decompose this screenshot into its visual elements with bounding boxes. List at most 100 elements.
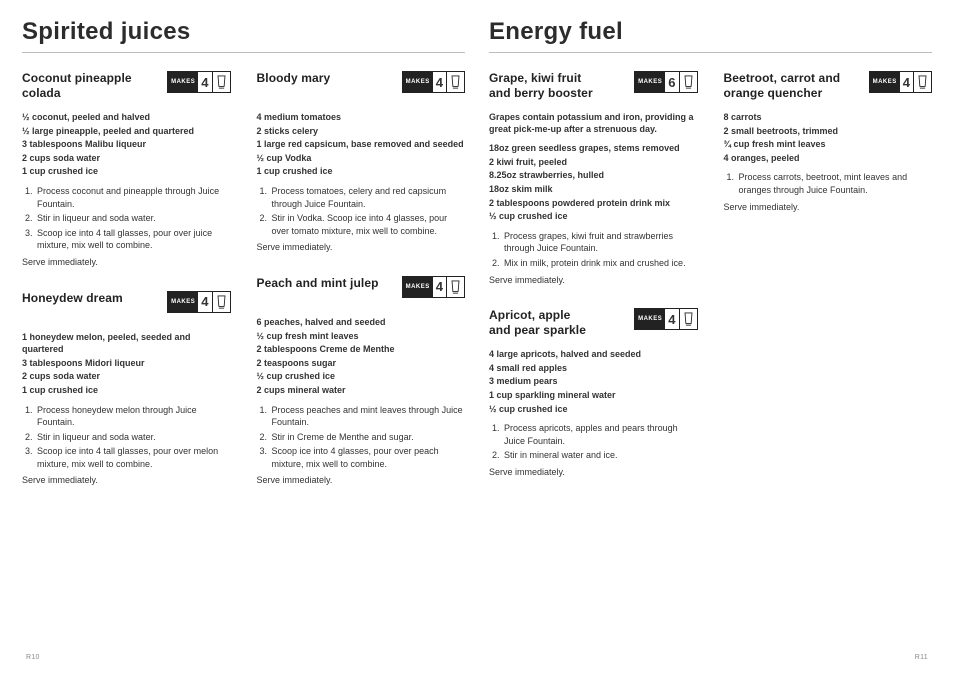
ingredient: 3 tablespoons Midori liqueur	[22, 357, 231, 370]
column: Bloody maryMAKES44 medium tomatoes2 stic…	[257, 71, 466, 509]
ingredient: ½ cup Vodka	[257, 152, 466, 165]
makes-badge: MAKES4	[167, 71, 230, 93]
step: Stir in Creme de Menthe and sugar.	[270, 431, 466, 444]
recipe-name: Peach and mint julep	[257, 276, 379, 291]
glass-icon-wrap	[913, 72, 931, 92]
step: Stir in mineral water and ice.	[502, 449, 698, 462]
right-page: Energy fuel Grape, kiwi fruitand berry b…	[489, 18, 932, 509]
ingredient: 2 small beetroots, trimmed	[724, 125, 933, 138]
ingredient: 2 tablespoons powdered protein drink mix	[489, 197, 698, 210]
makes-count: 4	[900, 72, 913, 92]
step: Process honeydew melon through Juice Fou…	[35, 404, 231, 429]
step-list: Process carrots, beetroot, mint leaves a…	[724, 171, 933, 196]
step: Mix in milk, protein drink mix and crush…	[502, 257, 698, 270]
step: Scoop ice into 4 glasses, pour over peac…	[270, 445, 466, 470]
ingredient-list: 8 carrots2 small beetroots, trimmed¾ cup…	[724, 111, 933, 164]
makes-badge: MAKES4	[402, 71, 465, 93]
serve-note: Serve immediately.	[257, 474, 466, 487]
serve-note: Serve immediately.	[724, 201, 933, 214]
glass-icon-wrap	[212, 292, 230, 312]
recipe-name: Beetroot, carrot andorange quencher	[724, 71, 841, 101]
recipe-name: Coconut pineapple colada	[22, 71, 167, 101]
recipe-name: Honeydew dream	[22, 291, 123, 306]
makes-badge: MAKES4	[869, 71, 932, 93]
ingredient-list: 4 large apricots, halved and seeded4 sma…	[489, 348, 698, 415]
ingredient: 8.25oz strawberries, hulled	[489, 169, 698, 182]
recipe-header: Peach and mint julep MAKES4	[257, 276, 466, 306]
step: Scoop ice into 4 tall glasses, pour over…	[35, 445, 231, 470]
recipe-header: Beetroot, carrot andorange quencher MAKES…	[724, 71, 933, 101]
recipe-header: Grape, kiwi fruitand berry boosterMAKES6	[489, 71, 698, 101]
ingredient-list: ½ coconut, peeled and halved½ large pine…	[22, 111, 231, 178]
ingredient: 1 honeydew melon, peeled, seeded and qua…	[22, 331, 231, 356]
serve-note: Serve immediately.	[22, 474, 231, 487]
serve-note: Serve immediately.	[257, 241, 466, 254]
ingredient: ½ cup crushed ice	[489, 210, 698, 223]
makes-badge: MAKES4	[634, 308, 697, 330]
divider	[489, 52, 932, 53]
glass-icon	[684, 312, 693, 326]
recipe-name: Grape, kiwi fruitand berry booster	[489, 71, 593, 101]
ingredient: 1 cup crushed ice	[257, 165, 466, 178]
ingredient: 4 medium tomatoes	[257, 111, 466, 124]
ingredient: 2 sticks celery	[257, 125, 466, 138]
step-list: Process tomatoes, celery and red capsicu…	[257, 185, 466, 237]
glass-icon-wrap	[679, 72, 697, 92]
makes-count: 4	[198, 72, 211, 92]
step-list: Process coconut and pineapple through Ju…	[22, 185, 231, 252]
recipe: Bloody mary MAKES4 4 medium tomatoes2 stic…	[257, 71, 466, 254]
section-title-left: Spirited juices	[22, 18, 465, 46]
recipe-header: Apricot, appleand pear sparkle MAKES4	[489, 308, 698, 338]
glass-icon	[451, 280, 460, 294]
makes-count: 4	[665, 309, 678, 329]
ingredient: 18oz skim milk	[489, 183, 698, 196]
makes-label: MAKES	[870, 72, 900, 92]
recipe: Peach and mint julepMAKES46 peaches, hal…	[257, 276, 466, 487]
makes-label: MAKES	[403, 277, 433, 297]
makes-count: 4	[433, 72, 446, 92]
ingredient: 3 tablespoons Malibu liqueur	[22, 138, 231, 151]
ingredient: 2 cups soda water	[22, 152, 231, 165]
makes-badge: MAKES4	[402, 276, 465, 298]
page-number-left: R10	[26, 654, 40, 661]
step: Stir in Vodka. Scoop ice into 4 glasses,…	[270, 212, 466, 237]
ingredient: 2 cups soda water	[22, 370, 231, 383]
step-list: Process peaches and mint leaves through …	[257, 404, 466, 471]
recipe-name: Apricot, appleand pear sparkle	[489, 308, 586, 338]
left-page: Spirited juices Coconut pineapple colada…	[22, 18, 465, 509]
ingredient-list: 4 medium tomatoes2 sticks celery1 large …	[257, 111, 466, 178]
ingredient: 4 oranges, peeled	[724, 152, 933, 165]
ingredient: ½ cup crushed ice	[489, 403, 698, 416]
ingredient: ½ cup fresh mint leaves	[257, 330, 466, 343]
columns-right: Grape, kiwi fruitand berry boosterMAKES6…	[489, 71, 932, 501]
glass-icon-wrap	[212, 72, 230, 92]
glass-icon-wrap	[679, 309, 697, 329]
ingredient: 2 kiwi fruit, peeled	[489, 156, 698, 169]
divider	[22, 52, 465, 53]
recipe: Coconut pineapple coladaMAKES4 ½ coconut,…	[22, 71, 231, 269]
glass-icon	[217, 295, 226, 309]
makes-label: MAKES	[635, 72, 665, 92]
ingredient: 1 large red capsicum, base removed and s…	[257, 138, 466, 151]
ingredient: 2 tablespoons Creme de Menthe	[257, 343, 466, 356]
recipe: Grape, kiwi fruitand berry boosterMAKES6…	[489, 71, 698, 286]
serve-note: Serve immediately.	[489, 274, 698, 287]
recipe: Beetroot, carrot andorange quencher MAKES…	[724, 71, 933, 213]
ingredient: ½ large pineapple, peeled and quartered	[22, 125, 231, 138]
makes-count: 4	[433, 277, 446, 297]
section-title-right: Energy fuel	[489, 18, 932, 46]
ingredient: 1 cup crushed ice	[22, 165, 231, 178]
makes-count: 4	[198, 292, 211, 312]
makes-label: MAKES	[403, 72, 433, 92]
step-list: Process grapes, kiwi fruit and strawberr…	[489, 230, 698, 270]
step: Process carrots, beetroot, mint leaves a…	[737, 171, 933, 196]
makes-label: MAKES	[635, 309, 665, 329]
step: Scoop ice into 4 tall glasses, pour over…	[35, 227, 231, 252]
makes-label: MAKES	[168, 292, 198, 312]
step: Process peaches and mint leaves through …	[270, 404, 466, 429]
glass-icon	[217, 75, 226, 89]
ingredient: 2 teaspoons sugar	[257, 357, 466, 370]
serve-note: Serve immediately.	[489, 466, 698, 479]
ingredient-list: 1 honeydew melon, peeled, seeded and qua…	[22, 331, 231, 397]
recipe-name: Bloody mary	[257, 71, 331, 86]
